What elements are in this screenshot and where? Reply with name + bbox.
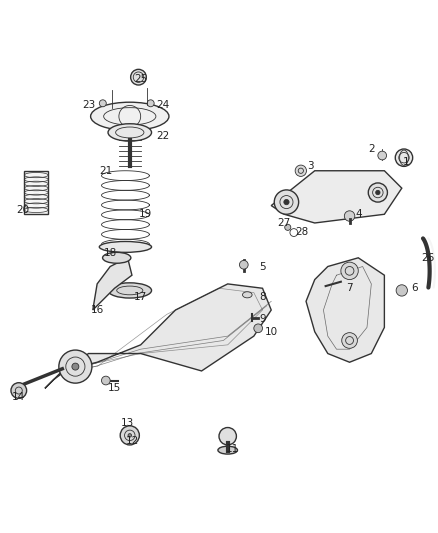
Text: 7: 7 <box>346 283 353 293</box>
Circle shape <box>120 426 139 445</box>
Ellipse shape <box>99 241 152 252</box>
Ellipse shape <box>108 124 152 141</box>
Ellipse shape <box>102 252 131 263</box>
Circle shape <box>285 224 291 230</box>
Ellipse shape <box>218 446 237 454</box>
Circle shape <box>131 69 146 85</box>
Text: 14: 14 <box>12 392 25 402</box>
Text: 4: 4 <box>355 209 362 219</box>
Bar <box>24 171 48 214</box>
Circle shape <box>240 261 248 269</box>
Text: 21: 21 <box>99 166 113 176</box>
Polygon shape <box>306 258 385 362</box>
Text: 2: 2 <box>368 144 374 154</box>
Text: 10: 10 <box>265 327 278 337</box>
Circle shape <box>99 100 106 107</box>
Text: 9: 9 <box>259 314 266 324</box>
Circle shape <box>295 165 307 176</box>
Text: 8: 8 <box>259 292 266 302</box>
Circle shape <box>219 427 237 445</box>
Text: 13: 13 <box>121 418 134 428</box>
Circle shape <box>274 190 299 214</box>
Circle shape <box>147 100 154 107</box>
Circle shape <box>378 151 387 160</box>
Ellipse shape <box>108 283 152 298</box>
Text: 25: 25 <box>134 75 147 84</box>
Circle shape <box>284 199 289 205</box>
Circle shape <box>72 363 79 370</box>
Text: 24: 24 <box>156 100 169 110</box>
Text: 19: 19 <box>138 209 152 219</box>
Text: 11: 11 <box>226 445 239 454</box>
Text: 20: 20 <box>17 205 30 215</box>
Circle shape <box>395 149 413 166</box>
Text: 28: 28 <box>295 227 308 237</box>
Circle shape <box>376 190 380 195</box>
Circle shape <box>254 324 262 333</box>
Text: 26: 26 <box>421 253 434 263</box>
Text: 6: 6 <box>412 283 418 293</box>
Circle shape <box>59 350 92 383</box>
Polygon shape <box>271 171 402 223</box>
Circle shape <box>341 262 358 279</box>
Text: 17: 17 <box>134 292 147 302</box>
Text: 15: 15 <box>108 383 121 393</box>
Polygon shape <box>45 284 271 389</box>
Ellipse shape <box>243 292 252 298</box>
Circle shape <box>368 183 388 202</box>
Circle shape <box>396 285 407 296</box>
Circle shape <box>11 383 27 398</box>
Circle shape <box>102 376 110 385</box>
Circle shape <box>344 211 355 221</box>
Circle shape <box>128 434 131 437</box>
Text: 1: 1 <box>403 157 410 167</box>
Text: 22: 22 <box>156 131 169 141</box>
Text: 5: 5 <box>259 262 266 271</box>
Text: 12: 12 <box>125 435 138 446</box>
Polygon shape <box>93 258 132 310</box>
Text: 27: 27 <box>278 218 291 228</box>
Text: 3: 3 <box>307 161 314 172</box>
Ellipse shape <box>91 102 169 131</box>
Text: 23: 23 <box>82 100 95 110</box>
Circle shape <box>342 333 357 349</box>
Text: 18: 18 <box>103 248 117 259</box>
Text: 16: 16 <box>91 305 104 315</box>
